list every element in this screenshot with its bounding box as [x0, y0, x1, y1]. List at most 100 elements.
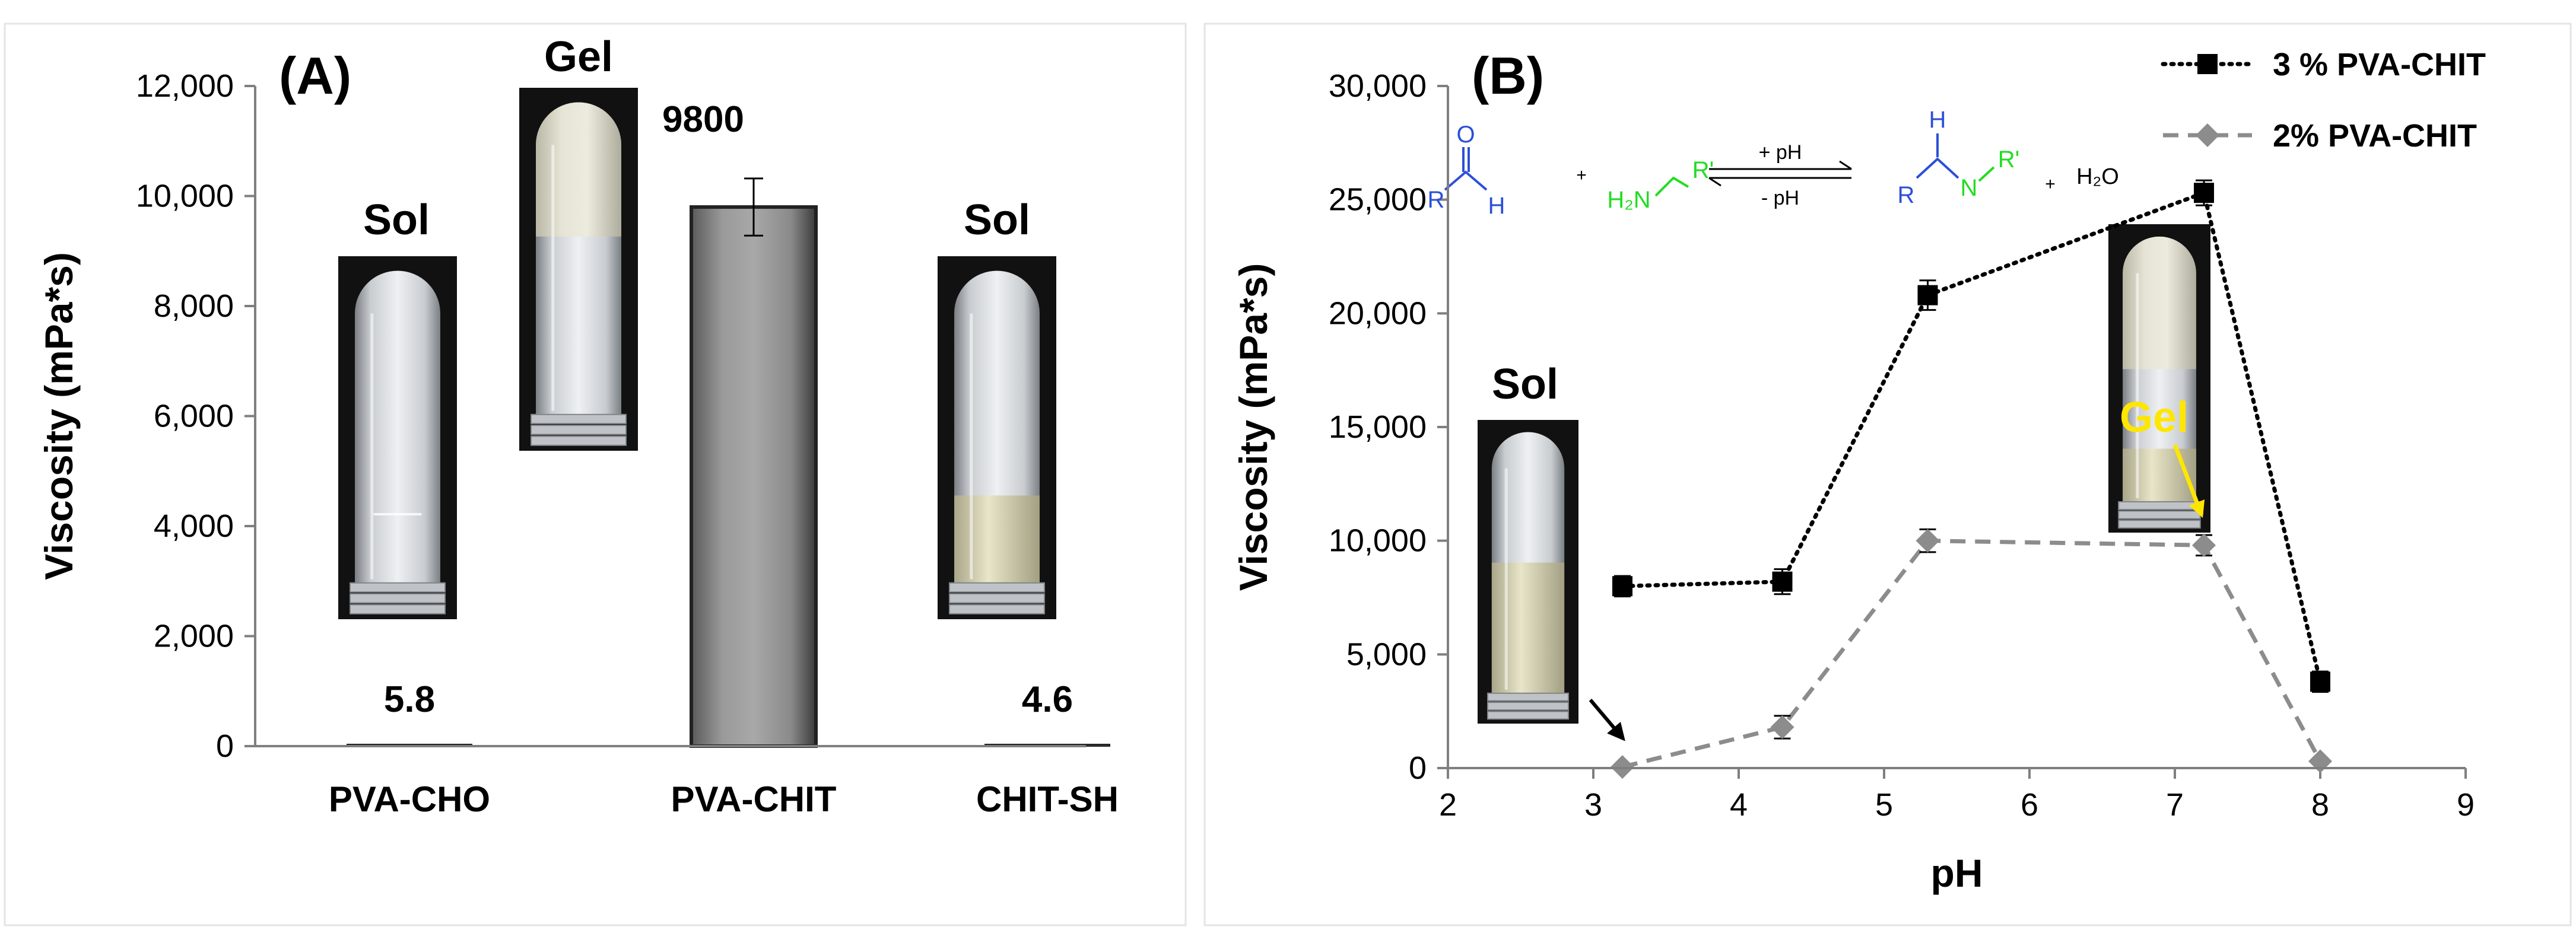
equilibrium-back-head	[1708, 177, 1721, 187]
reaction-text: +	[1576, 165, 1587, 185]
x-category-label: PVA-CHO	[329, 779, 490, 819]
x-tick-label: 3	[1584, 787, 1602, 823]
tube-photo-pva-cho	[338, 256, 457, 619]
reaction-text: - pH	[1761, 187, 1799, 209]
panel-a: 0 2,000 4,000 6,000 8,000 10,000 12,000 PVA-CH…	[4, 23, 1187, 926]
point-diamond	[1916, 528, 1940, 553]
reaction-text: R	[1898, 182, 1915, 208]
tube-base-rib	[350, 604, 446, 614]
data-label: 5.8	[384, 679, 435, 720]
sol-arrow	[1589, 699, 1625, 741]
bar-pva-chit	[690, 205, 818, 748]
reaction-text: R	[1428, 187, 1445, 213]
panel-b: 0 5,000 10,000 15,000 20,000 25,000 30,000 2 3 4 5…	[1203, 23, 2572, 926]
legend-label: 3 % PVA-CHIT	[2273, 47, 2486, 82]
point-square	[2310, 671, 2330, 692]
imine-n-bond	[1978, 166, 1995, 182]
imine-bonds	[1916, 157, 1959, 179]
y-tick-label: 2,000	[154, 619, 234, 654]
y-tick-label: 10,000	[136, 179, 234, 214]
panel-a-label: (A)	[279, 46, 351, 105]
tube-liquid	[2123, 448, 2196, 502]
panel-a-labels: PVA-CHO PVA-CHIT CHIT-SH 5.8 9800 4.6 Sol Gel So…	[329, 33, 1119, 819]
x-category-label: PVA-CHIT	[671, 779, 837, 819]
x-tick-label: 2	[1439, 787, 1457, 823]
panel-b-legend: 3 % PVA-CHIT 2% PVA-CHIT	[2161, 47, 2486, 154]
panel-b-ticks: 0 5,000 10,000 15,000 20,000 25,000 30,000 2 3 4 5…	[1329, 68, 2475, 823]
x-tick-label: 5	[1875, 787, 1893, 823]
x-tick-label: 4	[1730, 787, 1748, 823]
tube-body	[355, 270, 440, 583]
y-tick-label: 5,000	[1346, 636, 1427, 672]
reaction-text: H	[1488, 193, 1505, 219]
y-tick-label: 10,000	[1329, 523, 1427, 559]
amine-bonds	[1654, 176, 1689, 197]
panel-a-tube-photos	[338, 88, 1056, 619]
x-tick-label: 9	[2457, 787, 2475, 823]
tube-base-rib	[949, 604, 1045, 614]
tube-base-rib	[350, 593, 446, 604]
state-label: Gel	[544, 33, 613, 81]
tube-gel-fill	[536, 102, 621, 237]
panel-b-y-axis-title: Viscosity (mPa*s)	[1231, 263, 1275, 591]
legend-label: 2% PVA-CHIT	[2273, 118, 2477, 154]
tube-gel-fill	[2123, 236, 2196, 370]
y-tick-label: 15,000	[1329, 409, 1427, 445]
panel-b-x-axis-title: pH	[1931, 851, 1983, 895]
y-tick-label: 6,000	[154, 399, 234, 434]
reaction-text: N	[1961, 175, 1978, 201]
legend-marker-diamond	[2196, 123, 2219, 147]
panel-b-series	[1611, 179, 2332, 779]
aldehyde-bonds	[1444, 170, 1488, 191]
tube-liquid	[954, 495, 1040, 583]
data-label: 4.6	[1022, 679, 1073, 720]
panel-b-frame	[1203, 23, 2572, 926]
point-square	[1917, 285, 1938, 305]
panel-a-y-axis-title: Viscosity (mPa*s)	[37, 252, 81, 580]
tube-photo-gel	[2108, 224, 2210, 533]
y-tick-label: 25,000	[1329, 182, 1427, 218]
reaction-text: O	[1456, 122, 1475, 148]
reaction-text: H	[1929, 107, 1946, 133]
point-diamond	[2192, 533, 2216, 558]
x-tick-label: 6	[2021, 787, 2038, 823]
data-label: 9800	[662, 99, 744, 140]
tube-base-rib	[350, 582, 446, 593]
y-tick-label: 8,000	[154, 288, 234, 324]
panel-b-label: (B)	[1472, 46, 1544, 105]
reaction-text: + pH	[1759, 141, 1802, 164]
reaction-text: R'	[1998, 146, 2020, 173]
tube-base-rib	[2118, 510, 2201, 520]
tube-base-rib	[531, 413, 627, 425]
gel-arrow	[2172, 444, 2205, 518]
x-tick-label: 7	[2166, 787, 2184, 823]
sol-label: Sol	[1492, 361, 1558, 408]
tube-base-rib	[1487, 692, 1569, 702]
tube-base-rib	[531, 425, 627, 435]
y-tick-label: 20,000	[1329, 295, 1427, 331]
tube-base-rib	[949, 593, 1045, 604]
tube-base-rib	[2118, 520, 2201, 529]
y-tick-label: 0	[216, 728, 234, 764]
y-tick-label: 0	[1409, 750, 1427, 786]
gel-label: Gel	[2120, 394, 2189, 441]
tube-liquid	[1491, 562, 1565, 693]
point-square	[2194, 183, 2214, 203]
tube-base-rib	[531, 435, 627, 446]
x-category-label: CHIT-SH	[976, 779, 1119, 819]
reaction-text: H₂N	[1607, 187, 1650, 213]
point-square	[1612, 576, 1632, 597]
tube-base-rib	[949, 582, 1045, 593]
tube-photo-pva-chit	[519, 88, 638, 451]
point-square	[1772, 571, 1793, 592]
x-tick-label: 8	[2311, 787, 2329, 823]
tube-photo-chit-sh	[938, 256, 1056, 619]
state-label: Sol	[363, 196, 430, 244]
tube-base-rib	[1487, 702, 1569, 711]
y-tick-label: 4,000	[154, 508, 234, 544]
reaction-text: H₂O	[2076, 164, 2119, 189]
state-label: Sol	[964, 196, 1030, 244]
panel-a-y-ticks: 0 2,000 4,000 6,000 8,000 10,000 12,000	[136, 68, 255, 764]
